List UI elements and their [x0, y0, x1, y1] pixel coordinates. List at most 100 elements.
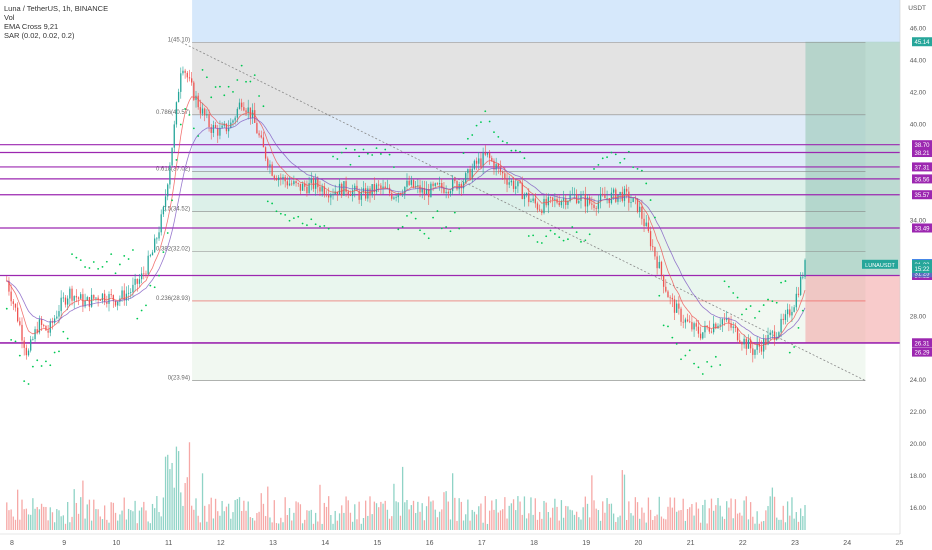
volume-bar	[130, 510, 132, 530]
volume-bar	[210, 497, 212, 530]
candle-body	[530, 200, 532, 203]
candle-body	[175, 102, 178, 125]
volume-bar	[776, 517, 778, 530]
candle-body	[121, 290, 123, 299]
volume-bar	[504, 497, 506, 530]
volume-bar	[484, 496, 486, 530]
volume-bar	[525, 518, 528, 530]
candle-body	[401, 194, 404, 196]
volume-bar	[393, 483, 395, 530]
candle-body	[736, 328, 739, 341]
candle-body	[743, 338, 745, 345]
volume-bar	[517, 496, 519, 530]
candle-body	[256, 122, 258, 134]
candle-body	[264, 147, 267, 159]
chart-title: Luna / TetherUS, 1h, BINANCE	[4, 4, 109, 13]
candle-body	[186, 72, 188, 78]
volume-bar	[669, 497, 671, 530]
x-tick-label: 18	[530, 540, 538, 547]
candle-body	[502, 171, 504, 174]
volume-bar	[173, 487, 175, 530]
candle-body	[691, 322, 693, 330]
volume-bar	[432, 500, 434, 530]
sar-dot	[110, 253, 113, 255]
volume-bar	[641, 507, 643, 530]
candle-body	[56, 316, 58, 319]
volume-bar	[67, 501, 69, 530]
sar-dot	[262, 105, 265, 108]
candle-body	[140, 273, 143, 280]
x-tick-label: 12	[217, 540, 225, 547]
candle-body	[541, 210, 543, 214]
volume-bar	[643, 512, 645, 530]
volume-bar	[80, 497, 82, 530]
sar-dot	[619, 161, 622, 164]
x-tick-label: 22	[739, 540, 747, 547]
candle-body	[38, 319, 41, 333]
volume-bar	[621, 470, 623, 530]
volume-bar	[780, 519, 782, 530]
volume-bar	[247, 501, 249, 530]
volume-bar	[401, 466, 404, 530]
candle-body	[93, 294, 95, 299]
volume-bar	[671, 507, 673, 530]
sar-dot	[5, 307, 8, 310]
candle-body	[345, 181, 347, 192]
candle-body	[49, 321, 51, 333]
sar-dot	[79, 259, 82, 262]
candle-body	[241, 102, 243, 108]
volume-bar	[293, 512, 295, 530]
volume-bar	[219, 515, 221, 530]
candle-body	[25, 347, 28, 356]
candle-body	[201, 108, 204, 114]
candle-body	[291, 183, 293, 185]
candle-body	[693, 323, 695, 330]
candle-body	[599, 193, 602, 202]
sar-dot	[745, 308, 748, 311]
candle-body	[786, 309, 789, 315]
candle-body	[441, 183, 443, 188]
volume-bar	[715, 505, 717, 530]
sar-dot	[71, 253, 73, 255]
volume-bar	[499, 510, 502, 530]
level-price-label: 26.31	[914, 341, 930, 347]
candle-body	[528, 193, 530, 203]
sar-dot	[92, 261, 95, 263]
volume-bar	[310, 509, 312, 530]
candle-body	[525, 193, 528, 195]
candle-body	[452, 179, 454, 192]
candle-body	[445, 191, 447, 193]
sar-dot	[84, 266, 86, 268]
sar-dot	[732, 292, 735, 294]
volume-bar	[169, 469, 171, 530]
symbol-tag-badge	[862, 259, 898, 269]
volume-bar	[362, 517, 365, 530]
candle-body	[632, 197, 634, 203]
volume-bar	[595, 508, 597, 530]
candle-body	[539, 209, 541, 211]
volume-bar	[438, 511, 441, 530]
sar-dot	[236, 79, 239, 81]
volume-bar	[117, 520, 119, 530]
volume-bar	[789, 515, 791, 530]
volume-bar	[686, 509, 689, 530]
volume-bar	[297, 502, 299, 530]
volume-bar	[162, 497, 165, 530]
sar-dot	[436, 210, 439, 212]
volume-bar	[93, 499, 95, 530]
volume-bar	[717, 497, 719, 530]
candle-body	[288, 183, 291, 186]
candle-body	[619, 191, 621, 196]
candle-body	[765, 338, 767, 345]
sar-dot	[754, 316, 756, 319]
candle-body	[656, 256, 658, 269]
candle-body	[64, 297, 67, 305]
candle-body	[645, 222, 647, 227]
candle-body	[571, 194, 573, 196]
candle-body	[193, 82, 195, 100]
candle-body	[104, 293, 106, 302]
volume-bar	[591, 475, 593, 530]
candle-body	[106, 301, 108, 304]
volume-bar	[373, 501, 376, 530]
candle-body	[654, 247, 656, 257]
